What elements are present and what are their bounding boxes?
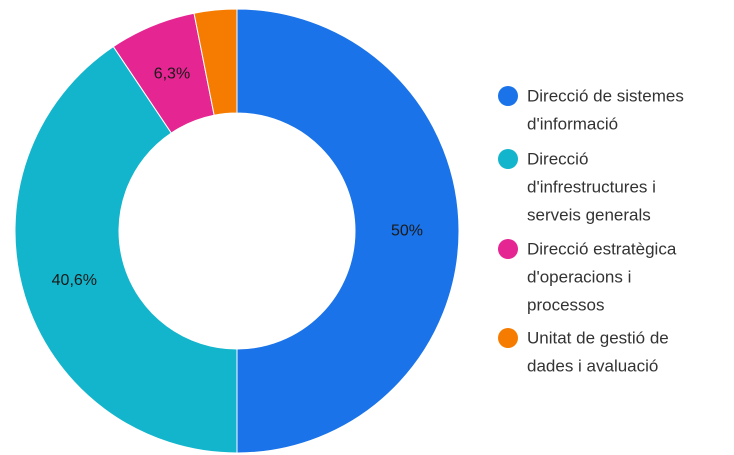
legend-label-line: Direcció bbox=[527, 150, 588, 169]
legend-label-2: Direcció d'infrestructures i serveis gener… bbox=[527, 150, 656, 225]
slice-4 bbox=[193, 8, 238, 116]
legend-item-4: Unitat de gestió de dades i avaluació bbox=[498, 328, 669, 376]
legend-item-3: Direcció estratègica d'operacions i proces… bbox=[498, 239, 677, 315]
legend-label-line: processos bbox=[527, 296, 604, 315]
legend-label-line: d'infrestructures i bbox=[527, 178, 656, 197]
legend-swatch-4 bbox=[498, 328, 518, 348]
legend-label-4: Unitat de gestió de dades i avaluació bbox=[527, 329, 669, 376]
legend-label-line: d'informació bbox=[527, 115, 618, 134]
legend-label-line: d'operacions i bbox=[527, 268, 631, 287]
legend-label-line: Direcció de sistemes bbox=[527, 87, 684, 106]
legend-label-line: serveis generals bbox=[527, 206, 651, 225]
legend-label-line: Direcció estratègica bbox=[527, 240, 677, 259]
legend-label-3: Direcció estratègica d'operacions i proces… bbox=[527, 240, 677, 315]
legend-item-2: Direcció d'infrestructures i serveis gener… bbox=[498, 149, 656, 225]
legend-swatch-3 bbox=[498, 239, 518, 259]
legend-label-1: Direcció de sistemes d'informació bbox=[527, 87, 684, 134]
slice-label-2: 40,6% bbox=[52, 272, 97, 289]
legend-item-1: Direcció de sistemes d'informació bbox=[498, 86, 684, 134]
slice-label-1: 50% bbox=[391, 223, 423, 240]
legend-swatch-2 bbox=[498, 149, 518, 169]
slices-group bbox=[14, 8, 460, 454]
legend-label-line: dades i avaluació bbox=[527, 357, 658, 376]
slice-1 bbox=[236, 8, 460, 454]
slice-2 bbox=[14, 45, 238, 454]
slice-label-3: 6,3% bbox=[154, 65, 190, 82]
legend-swatch-1 bbox=[498, 86, 518, 106]
legend: Direcció de sistemes d'informacióDirecció… bbox=[498, 86, 684, 376]
legend-label-line: Unitat de gestió de bbox=[527, 329, 669, 348]
slice-labels-group: 50% 40,6% 6,3% bbox=[52, 65, 423, 289]
